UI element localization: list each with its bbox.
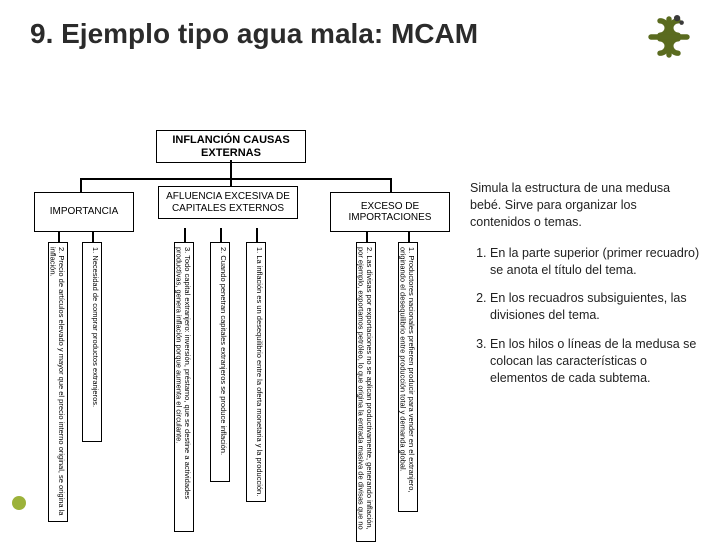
list-item: En los hilos o líneas de la medusa se co… <box>490 336 700 387</box>
tentacle: 1. Necesidad de comprar productos extran… <box>82 242 102 442</box>
connector <box>256 228 258 242</box>
jellyfish-diagram: INFLANCIÓN CAUSAS EXTERNAS IMPORTANCIA 2… <box>40 130 460 525</box>
connector <box>408 232 410 242</box>
tentacle: 3. Todo capital extranjero: inversión, p… <box>174 242 194 532</box>
branch-box-2: AFLUENCIA EXCESIVA DE CAPITALES EXTERNOS <box>158 186 298 219</box>
connector <box>92 232 94 242</box>
accent-dot <box>12 496 26 510</box>
connector <box>80 178 392 180</box>
list-item: En los recuadros subsiguientes, las divi… <box>490 290 700 324</box>
side-explanation: Simula la estructura de una medusa bebé.… <box>470 180 700 399</box>
branch-box-3: EXCESO DE IMPORTACIONES <box>330 192 450 232</box>
tentacle: 2. Precio de artículos elevado y mayor q… <box>48 242 68 522</box>
connector <box>390 178 392 192</box>
tentacle: 1. Productores nacionales prefieren prod… <box>398 242 418 512</box>
instruction-list: En la parte superior (primer recuadro) s… <box>470 245 700 387</box>
root-box: INFLANCIÓN CAUSAS EXTERNAS <box>156 130 306 163</box>
jellyfish-logo-icon <box>642 10 696 64</box>
slide-title: 9. Ejemplo tipo agua mala: MCAM <box>30 18 570 50</box>
tentacle: 2. Cuando penetran capitales extranjeros… <box>210 242 230 482</box>
connector <box>184 228 186 242</box>
connector <box>230 160 232 178</box>
branch-box-1: IMPORTANCIA <box>34 192 134 232</box>
intro-paragraph: Simula la estructura de una medusa bebé.… <box>470 180 700 231</box>
connector <box>58 232 60 242</box>
connector <box>366 232 368 242</box>
tentacle: 1. La inflación es un desequilibrio entr… <box>246 242 266 502</box>
connector <box>220 228 222 242</box>
tentacle: 2. Las divisas por exportaciones no se a… <box>356 242 376 542</box>
connector <box>80 178 82 192</box>
connector <box>230 178 232 186</box>
list-item: En la parte superior (primer recuadro) s… <box>490 245 700 279</box>
